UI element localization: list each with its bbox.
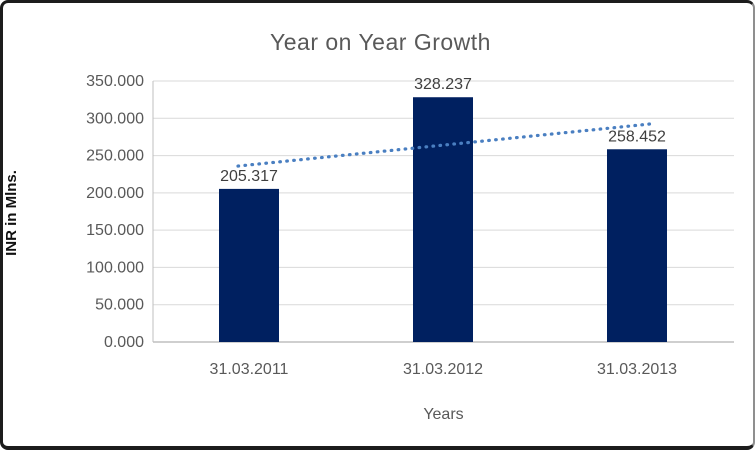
trendline — [236, 122, 654, 168]
y-tick-label: 250.000 — [86, 148, 144, 165]
bar — [219, 188, 279, 342]
bar — [607, 149, 667, 342]
x-category-label: 31.03.2011 — [210, 361, 289, 378]
bar-value-label: 258.452 — [608, 128, 666, 145]
x-category-label: 31.03.2013 — [597, 361, 677, 378]
y-tick-label: 200.000 — [86, 185, 144, 202]
y-tick-label: 50.000 — [95, 297, 144, 314]
bar-value-label: 205.317 — [220, 168, 278, 185]
bar-value-label: 328.237 — [414, 76, 472, 93]
chart-title: Year on Year Growth — [270, 29, 491, 55]
y-tick-label: 0.000 — [104, 334, 144, 351]
x-axis-title: Years — [423, 406, 464, 423]
bar — [413, 97, 473, 343]
y-tick-label: 300.000 — [86, 110, 144, 127]
x-category-label: 31.03.2012 — [403, 361, 483, 378]
y-tick-label: 150.000 — [86, 222, 144, 239]
plot-area: 0.000 50.000 100.000 150.000 200.000 250.000 3… — [86, 73, 734, 378]
y-tick-label: 350.000 — [86, 73, 144, 90]
y-tick-label: 100.000 — [86, 259, 144, 276]
